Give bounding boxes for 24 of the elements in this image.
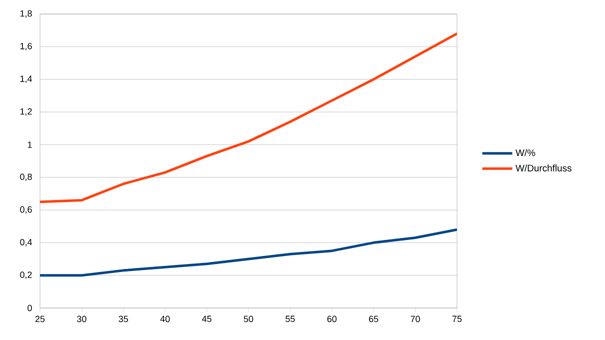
y-tick-label: 0,6 [20, 206, 32, 214]
y-tick-label: 0 [28, 304, 32, 312]
line-series [40, 228, 457, 277]
x-tick-label: 30 [77, 316, 86, 322]
y-tick-label: 1 [28, 142, 32, 148]
y-tick-label: 1,4 [20, 76, 32, 83]
x-tick-label: 75 [452, 316, 462, 322]
y-tick-label: 1,6 [20, 42, 32, 50]
x-tick-label: 50 [244, 316, 254, 322]
y-tick-label: 1,2 [20, 108, 32, 116]
y-tick-label: 0,8 [20, 174, 32, 182]
y-tick-label: 0,4 [20, 238, 32, 246]
legend-label: W/Durchfluss [516, 164, 572, 172]
legend-label: W/% [516, 149, 536, 156]
y-tick-label: 1,8 [20, 10, 32, 18]
y-tick-label: 0,2 [20, 272, 32, 280]
x-tick-label: 40 [160, 316, 170, 322]
x-tick-label: 55 [286, 316, 295, 322]
x-tick-label: 35 [118, 316, 128, 322]
x-tick-label: 65 [369, 316, 378, 322]
x-tick-label: 25 [35, 316, 45, 322]
x-tick-label: 70 [410, 316, 420, 322]
x-tick-label: 60 [327, 316, 337, 322]
x-tick-label: 45 [202, 316, 212, 322]
